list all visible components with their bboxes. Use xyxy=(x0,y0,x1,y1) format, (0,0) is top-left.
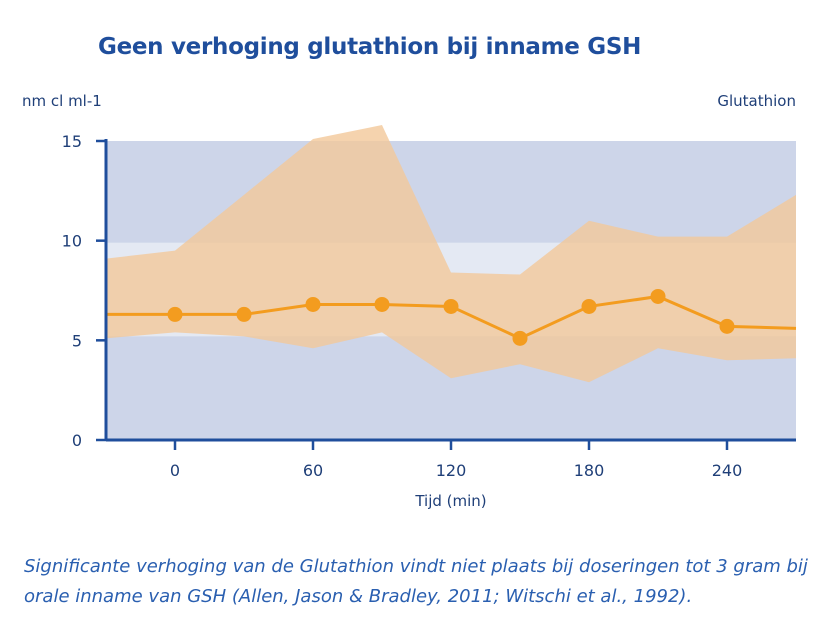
data-point xyxy=(443,298,459,314)
y-tick-label: 0 xyxy=(72,431,82,450)
y-tick-label: 15 xyxy=(62,132,82,151)
data-point xyxy=(305,296,321,312)
x-axis-label: Tijd (min) xyxy=(414,492,486,510)
y-axis-label: nm cl ml-1 xyxy=(22,92,102,110)
data-point xyxy=(650,288,666,304)
data-point xyxy=(167,306,183,322)
y-tick-label: 5 xyxy=(72,331,82,350)
figure-caption: Significante verhoging van de Glutathion… xyxy=(24,556,808,607)
x-tick-label: 60 xyxy=(303,461,323,480)
data-point xyxy=(719,318,735,334)
data-point xyxy=(236,306,252,322)
line-chart: 0 5 10 15 0 60 120 180 240 Tijd (min) xyxy=(62,125,797,510)
data-point xyxy=(374,296,390,312)
x-tick-label: 240 xyxy=(712,461,743,480)
range-area xyxy=(106,125,796,383)
data-point xyxy=(512,330,528,346)
x-tick-label: 180 xyxy=(574,461,605,480)
x-tick-label: 120 xyxy=(436,461,467,480)
data-point xyxy=(581,298,597,314)
x-tick-label: 0 xyxy=(170,461,180,480)
series-label: Glutathion xyxy=(717,92,796,110)
y-tick-label: 10 xyxy=(62,232,82,251)
chart-title: Geen verhoging glutathion bij inname GSH xyxy=(98,34,642,60)
